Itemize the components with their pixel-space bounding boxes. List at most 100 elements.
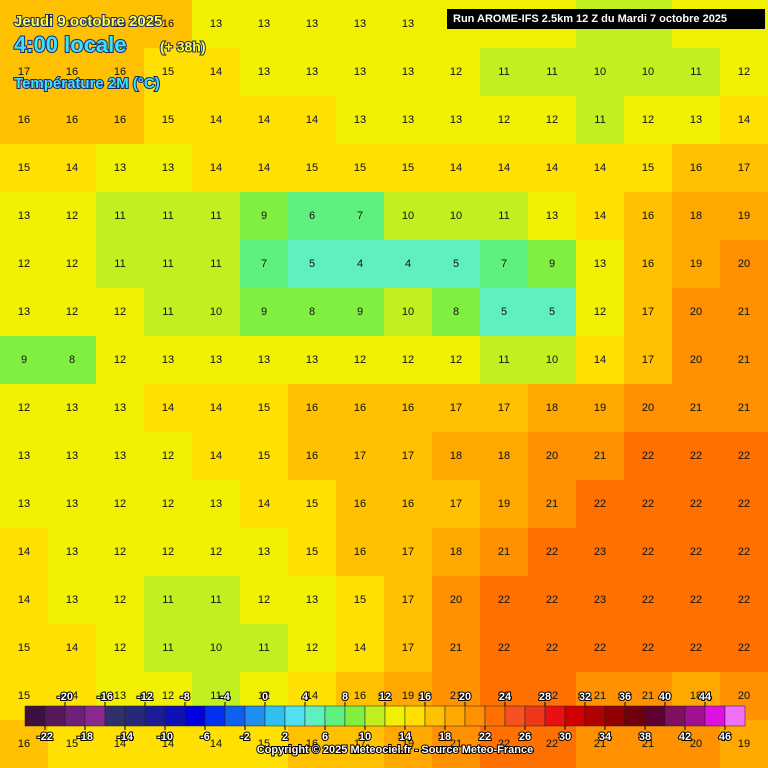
cell-value: 15 — [306, 498, 318, 510]
cell-value: 11 — [258, 642, 269, 654]
cell-value: 13 — [354, 66, 366, 78]
grid-cell — [432, 432, 481, 481]
cell-value: 15 — [162, 114, 174, 126]
cell-value: 19 — [402, 690, 414, 702]
grid-cell — [288, 432, 337, 481]
grid-cell — [480, 336, 529, 385]
grid-cell — [384, 144, 433, 193]
cell-value: 12 — [306, 642, 318, 654]
scale-label: 6 — [322, 731, 328, 743]
grid-cell — [144, 96, 193, 145]
grid-cell — [576, 48, 625, 97]
cell-value: 15 — [258, 450, 270, 462]
grid-cell — [384, 384, 433, 433]
grid-cell — [672, 192, 721, 241]
grid-cell — [144, 384, 193, 433]
cell-value: 14 — [18, 594, 30, 606]
cell-value: 12 — [66, 258, 78, 270]
grid-cell — [528, 192, 577, 241]
grid-cell — [480, 144, 529, 193]
grid-cell — [0, 0, 49, 49]
grid-cell — [576, 480, 625, 529]
cell-value: 16 — [354, 690, 366, 702]
scale-label: -22 — [37, 731, 53, 743]
cell-value: 15 — [306, 546, 318, 558]
grid-cell — [720, 528, 768, 577]
cell-value: 13 — [306, 354, 318, 366]
cell-value: 21 — [642, 690, 654, 702]
cell-value: 10 — [402, 210, 414, 222]
cell-value: 10 — [450, 210, 462, 222]
cell-value: 14 — [210, 450, 222, 462]
cell-value: 13 — [258, 66, 270, 78]
cell-value: 6 — [309, 210, 315, 222]
grid-cell — [480, 576, 529, 625]
cell-value: 13 — [258, 546, 270, 558]
scale-label: 26 — [519, 731, 531, 743]
cell-value: 21 — [738, 354, 750, 366]
cell-value: 12 — [642, 114, 654, 126]
grid-cell — [576, 288, 625, 337]
cell-value: 12 — [354, 354, 366, 366]
cell-value: 12 — [258, 594, 270, 606]
grid-cell — [624, 576, 673, 625]
cell-value: 22 — [738, 450, 750, 462]
grid-cell — [480, 192, 529, 241]
grid-cell — [0, 288, 49, 337]
cell-value: 22 — [594, 498, 606, 510]
cell-value: 14 — [738, 114, 750, 126]
cell-value: 16 — [642, 210, 654, 222]
grid-cell — [624, 384, 673, 433]
scale-label: -18 — [77, 731, 93, 743]
grid-cell — [336, 384, 385, 433]
cell-value: 22 — [738, 642, 750, 654]
scale-swatch — [624, 705, 646, 727]
grid-cell — [576, 624, 625, 673]
cell-value: 15 — [402, 162, 414, 174]
grid-cell — [240, 384, 289, 433]
scale-label: 18 — [439, 731, 451, 743]
grid-cell — [48, 48, 97, 97]
grid-cell — [192, 336, 241, 385]
grid-cell — [192, 720, 241, 768]
cell-value: 16 — [114, 114, 126, 126]
cell-value: 12 — [594, 306, 606, 318]
grid-cell — [240, 432, 289, 481]
cell-value: 14 — [546, 162, 558, 174]
grid-cell — [528, 48, 577, 97]
grid-cell — [48, 624, 97, 673]
grid-cell — [720, 192, 768, 241]
grid-cell — [720, 288, 768, 337]
cell-value: 5 — [501, 306, 507, 318]
cell-value: 16 — [18, 738, 30, 750]
grid-cell — [480, 720, 529, 768]
scale-label: -8 — [180, 691, 190, 703]
cell-value: 12 — [114, 546, 126, 558]
grid-cell — [48, 384, 97, 433]
grid-cell — [192, 432, 241, 481]
cell-value: 14 — [306, 690, 318, 702]
cell-value: 13 — [114, 690, 126, 702]
grid-cell — [288, 480, 337, 529]
cell-value: 14 — [210, 114, 222, 126]
cell-value: 16 — [354, 546, 366, 558]
grid-cell — [624, 480, 673, 529]
grid-cell — [192, 48, 241, 97]
cell-value: 15 — [306, 162, 318, 174]
grid-cell — [0, 96, 49, 145]
cell-value: 16 — [690, 162, 702, 174]
cell-value: 15 — [18, 690, 30, 702]
run-box — [447, 9, 765, 29]
cell-value: 12 — [162, 546, 174, 558]
cell-value: 16 — [642, 258, 654, 270]
grid-cell — [96, 240, 145, 289]
cell-value: 15 — [66, 738, 78, 750]
grid-cell — [192, 192, 241, 241]
grid-cell — [144, 0, 193, 49]
cell-value: 11 — [498, 210, 509, 222]
grid-cell — [288, 144, 337, 193]
grid-cell — [720, 144, 768, 193]
cell-value: 11 — [498, 66, 509, 78]
grid-cell — [192, 576, 241, 625]
